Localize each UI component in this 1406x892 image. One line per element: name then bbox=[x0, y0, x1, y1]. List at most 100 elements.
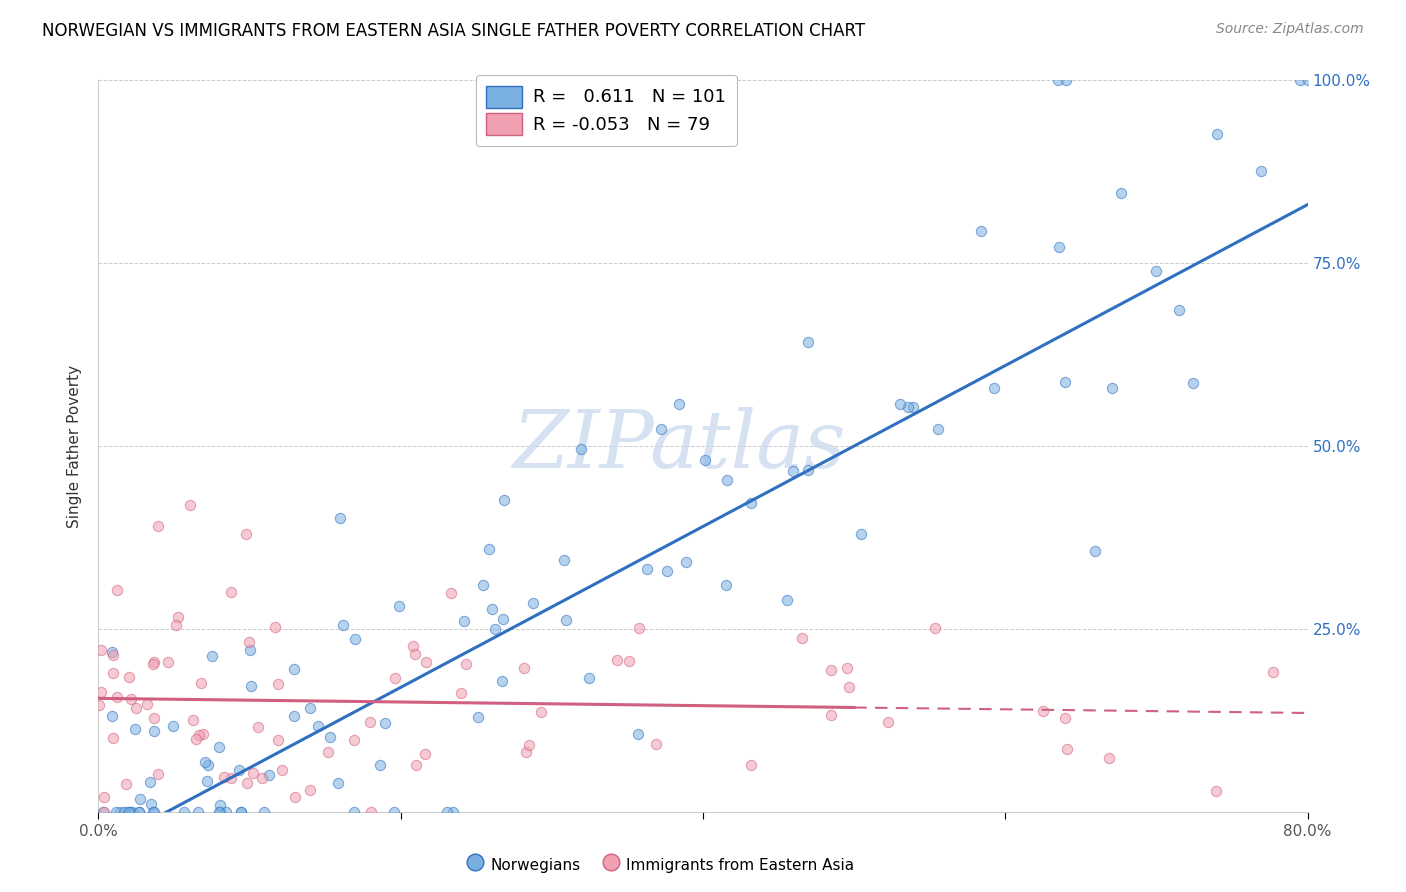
Point bbox=[450, 686, 472, 700]
Point bbox=[1054, 375, 1077, 389]
Point bbox=[101, 731, 124, 746]
Point bbox=[188, 728, 211, 742]
Point bbox=[329, 511, 352, 525]
Point bbox=[190, 676, 212, 690]
Point bbox=[115, 777, 138, 791]
Point bbox=[740, 758, 762, 772]
Point bbox=[105, 582, 128, 597]
Point bbox=[252, 771, 274, 785]
Point bbox=[121, 805, 143, 819]
Point bbox=[405, 758, 427, 772]
Point bbox=[415, 655, 437, 669]
Point bbox=[1168, 302, 1191, 317]
Point bbox=[173, 805, 195, 819]
Point bbox=[360, 805, 382, 819]
Point bbox=[215, 805, 238, 819]
Point bbox=[820, 663, 842, 677]
Point bbox=[208, 805, 231, 819]
Point bbox=[229, 805, 252, 819]
Point bbox=[104, 805, 127, 819]
Point bbox=[1261, 665, 1284, 680]
Point bbox=[118, 670, 141, 684]
Point bbox=[165, 618, 187, 632]
Point bbox=[142, 655, 165, 669]
Point bbox=[606, 653, 628, 667]
Point bbox=[1101, 381, 1123, 395]
Point bbox=[467, 709, 489, 723]
Point bbox=[796, 463, 818, 477]
Point bbox=[650, 422, 672, 436]
Point bbox=[332, 617, 354, 632]
Point bbox=[492, 612, 515, 626]
Point bbox=[283, 708, 305, 723]
Point bbox=[139, 775, 162, 789]
Point bbox=[142, 805, 165, 819]
Point bbox=[238, 635, 260, 649]
Point bbox=[740, 496, 762, 510]
Point bbox=[374, 716, 396, 731]
Point bbox=[156, 655, 179, 669]
Point bbox=[1053, 711, 1076, 725]
Point bbox=[117, 805, 139, 819]
Point bbox=[578, 671, 600, 685]
Point bbox=[1032, 704, 1054, 718]
Point bbox=[129, 792, 152, 806]
Point bbox=[440, 586, 463, 600]
Point bbox=[91, 805, 114, 819]
Point bbox=[1109, 186, 1132, 200]
Point bbox=[101, 645, 124, 659]
Point bbox=[1144, 263, 1167, 277]
Point bbox=[453, 614, 475, 628]
Point bbox=[343, 805, 366, 819]
Text: Source: ZipAtlas.com: Source: ZipAtlas.com bbox=[1216, 22, 1364, 37]
Point bbox=[515, 745, 537, 759]
Point bbox=[441, 805, 464, 819]
Point bbox=[201, 649, 224, 664]
Point bbox=[117, 805, 139, 819]
Point bbox=[90, 642, 112, 657]
Point bbox=[191, 727, 214, 741]
Point bbox=[221, 771, 243, 785]
Point bbox=[481, 602, 503, 616]
Point bbox=[253, 805, 276, 819]
Point bbox=[319, 730, 342, 744]
Point bbox=[228, 763, 250, 777]
Point bbox=[456, 657, 478, 671]
Point bbox=[359, 715, 381, 730]
Point bbox=[478, 541, 501, 556]
Point bbox=[388, 599, 411, 613]
Point bbox=[1296, 73, 1319, 87]
Point bbox=[141, 657, 163, 672]
Point bbox=[384, 671, 406, 685]
Point bbox=[522, 596, 544, 610]
Point bbox=[927, 421, 949, 435]
Point bbox=[1250, 163, 1272, 178]
Point bbox=[402, 639, 425, 653]
Point bbox=[714, 578, 737, 592]
Point bbox=[270, 763, 292, 777]
Point bbox=[1054, 73, 1077, 87]
Point bbox=[235, 776, 257, 790]
Point bbox=[299, 782, 322, 797]
Point bbox=[1056, 742, 1078, 756]
Point bbox=[1205, 783, 1227, 797]
Point bbox=[668, 397, 690, 411]
Point bbox=[307, 719, 329, 733]
Point bbox=[897, 400, 920, 414]
Point bbox=[404, 647, 426, 661]
Point bbox=[112, 805, 135, 819]
Point bbox=[208, 805, 231, 819]
Point bbox=[924, 621, 946, 635]
Point bbox=[1098, 751, 1121, 765]
Point bbox=[790, 631, 813, 645]
Point bbox=[838, 681, 860, 695]
Point bbox=[179, 498, 201, 512]
Point bbox=[187, 805, 209, 819]
Point bbox=[530, 705, 553, 719]
Point bbox=[436, 805, 458, 819]
Point bbox=[136, 697, 159, 711]
Point bbox=[413, 747, 436, 761]
Point bbox=[835, 660, 858, 674]
Point bbox=[284, 790, 307, 805]
Point bbox=[195, 774, 218, 789]
